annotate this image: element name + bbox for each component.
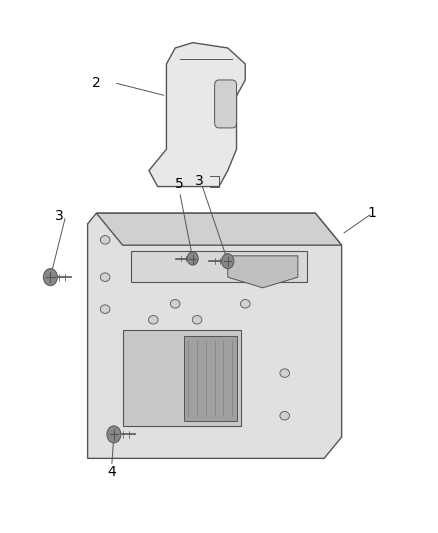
- Ellipse shape: [192, 316, 202, 324]
- Circle shape: [222, 254, 234, 269]
- PathPatch shape: [88, 213, 342, 458]
- PathPatch shape: [96, 213, 342, 245]
- Circle shape: [43, 269, 57, 286]
- Ellipse shape: [240, 300, 250, 308]
- PathPatch shape: [228, 256, 298, 288]
- Ellipse shape: [280, 411, 290, 420]
- Ellipse shape: [280, 369, 290, 377]
- Ellipse shape: [170, 300, 180, 308]
- Ellipse shape: [100, 305, 110, 313]
- Text: 3: 3: [195, 174, 204, 188]
- Circle shape: [107, 426, 121, 443]
- Text: 2: 2: [92, 76, 101, 90]
- FancyBboxPatch shape: [215, 80, 237, 128]
- Ellipse shape: [148, 316, 158, 324]
- Text: 3: 3: [55, 209, 64, 223]
- Circle shape: [187, 252, 198, 265]
- Text: 4: 4: [107, 465, 116, 479]
- PathPatch shape: [131, 251, 307, 282]
- PathPatch shape: [149, 43, 245, 187]
- Text: 1: 1: [368, 206, 377, 220]
- Ellipse shape: [100, 273, 110, 281]
- PathPatch shape: [123, 330, 241, 426]
- Text: 5: 5: [175, 177, 184, 191]
- Ellipse shape: [100, 236, 110, 244]
- PathPatch shape: [184, 336, 237, 421]
